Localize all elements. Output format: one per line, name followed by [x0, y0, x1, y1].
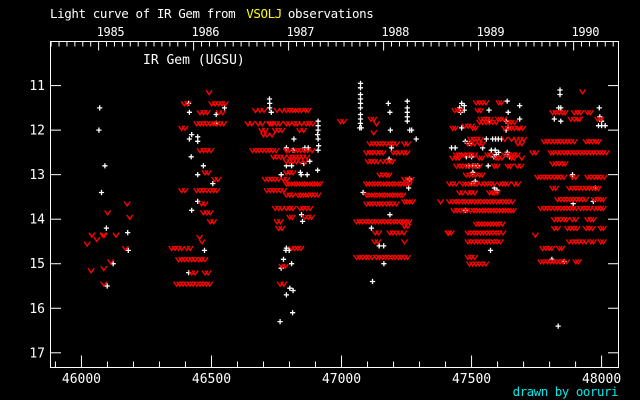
- credit-text: drawn by ooruri: [512, 384, 619, 399]
- year-label: 1988: [381, 25, 409, 39]
- year-label: 1990: [572, 25, 600, 39]
- chart-title-vsolj: VSOLJ: [246, 6, 282, 21]
- upper-limit-markers: [83, 88, 611, 288]
- x-tick-label: 47000: [322, 372, 361, 387]
- x-tick-label: 46000: [62, 372, 101, 387]
- y-tick-label: 13: [29, 168, 45, 183]
- chart-title-suffix: observations: [287, 6, 374, 21]
- plot-frame: [50, 41, 619, 368]
- y-tick-label: 11: [29, 79, 45, 94]
- y-tick-label: 16: [29, 302, 45, 317]
- y-tick-label: 14: [29, 213, 45, 228]
- chart-title-prefix: Light curve of IR Gem from: [50, 6, 236, 21]
- x-tick-label: 46500: [192, 372, 231, 387]
- year-label: 1985: [97, 25, 125, 39]
- y-tick-label: 15: [29, 257, 45, 272]
- x-tick-label: 47500: [452, 372, 491, 387]
- x-tick-label: 48000: [582, 372, 621, 387]
- chart-title: Light curve of IR Gem from VSOLJ observati…: [50, 6, 374, 21]
- year-label: 1987: [286, 25, 314, 39]
- detection-markers: [96, 80, 608, 329]
- object-label: IR Gem (UGSU): [143, 53, 245, 68]
- y-tick-label: 17: [29, 346, 45, 361]
- y-tick-label: 12: [29, 124, 45, 139]
- year-label: 1986: [192, 25, 220, 39]
- year-label: 1989: [477, 25, 505, 39]
